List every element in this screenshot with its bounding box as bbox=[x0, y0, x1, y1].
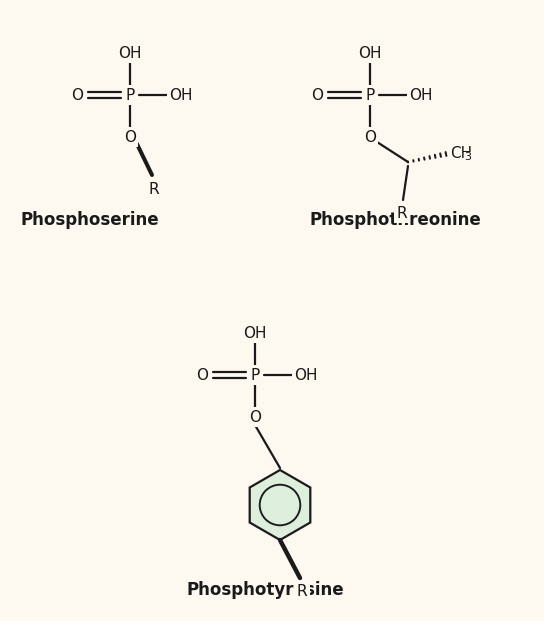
Text: CH: CH bbox=[450, 147, 472, 161]
Text: O: O bbox=[311, 88, 323, 102]
Text: OH: OH bbox=[243, 325, 267, 340]
Text: OH: OH bbox=[294, 368, 318, 383]
Text: P: P bbox=[366, 88, 375, 102]
Text: O: O bbox=[249, 409, 261, 425]
Text: Phosphothreonine: Phosphothreonine bbox=[309, 211, 481, 229]
Text: OH: OH bbox=[358, 45, 382, 60]
Text: R: R bbox=[397, 206, 407, 220]
Text: Phosphotyrosine: Phosphotyrosine bbox=[186, 581, 344, 599]
Text: P: P bbox=[125, 88, 134, 102]
Text: 3: 3 bbox=[464, 152, 471, 162]
Text: R: R bbox=[149, 181, 159, 196]
Polygon shape bbox=[250, 470, 310, 540]
Text: OH: OH bbox=[169, 88, 193, 102]
Text: O: O bbox=[71, 88, 83, 102]
Text: OH: OH bbox=[409, 88, 432, 102]
Text: R: R bbox=[296, 584, 307, 599]
Text: O: O bbox=[124, 130, 136, 145]
Text: P: P bbox=[250, 368, 259, 383]
Text: O: O bbox=[364, 130, 376, 145]
Text: OH: OH bbox=[118, 45, 142, 60]
Text: Phosphoserine: Phosphoserine bbox=[21, 211, 159, 229]
Text: O: O bbox=[196, 368, 208, 383]
